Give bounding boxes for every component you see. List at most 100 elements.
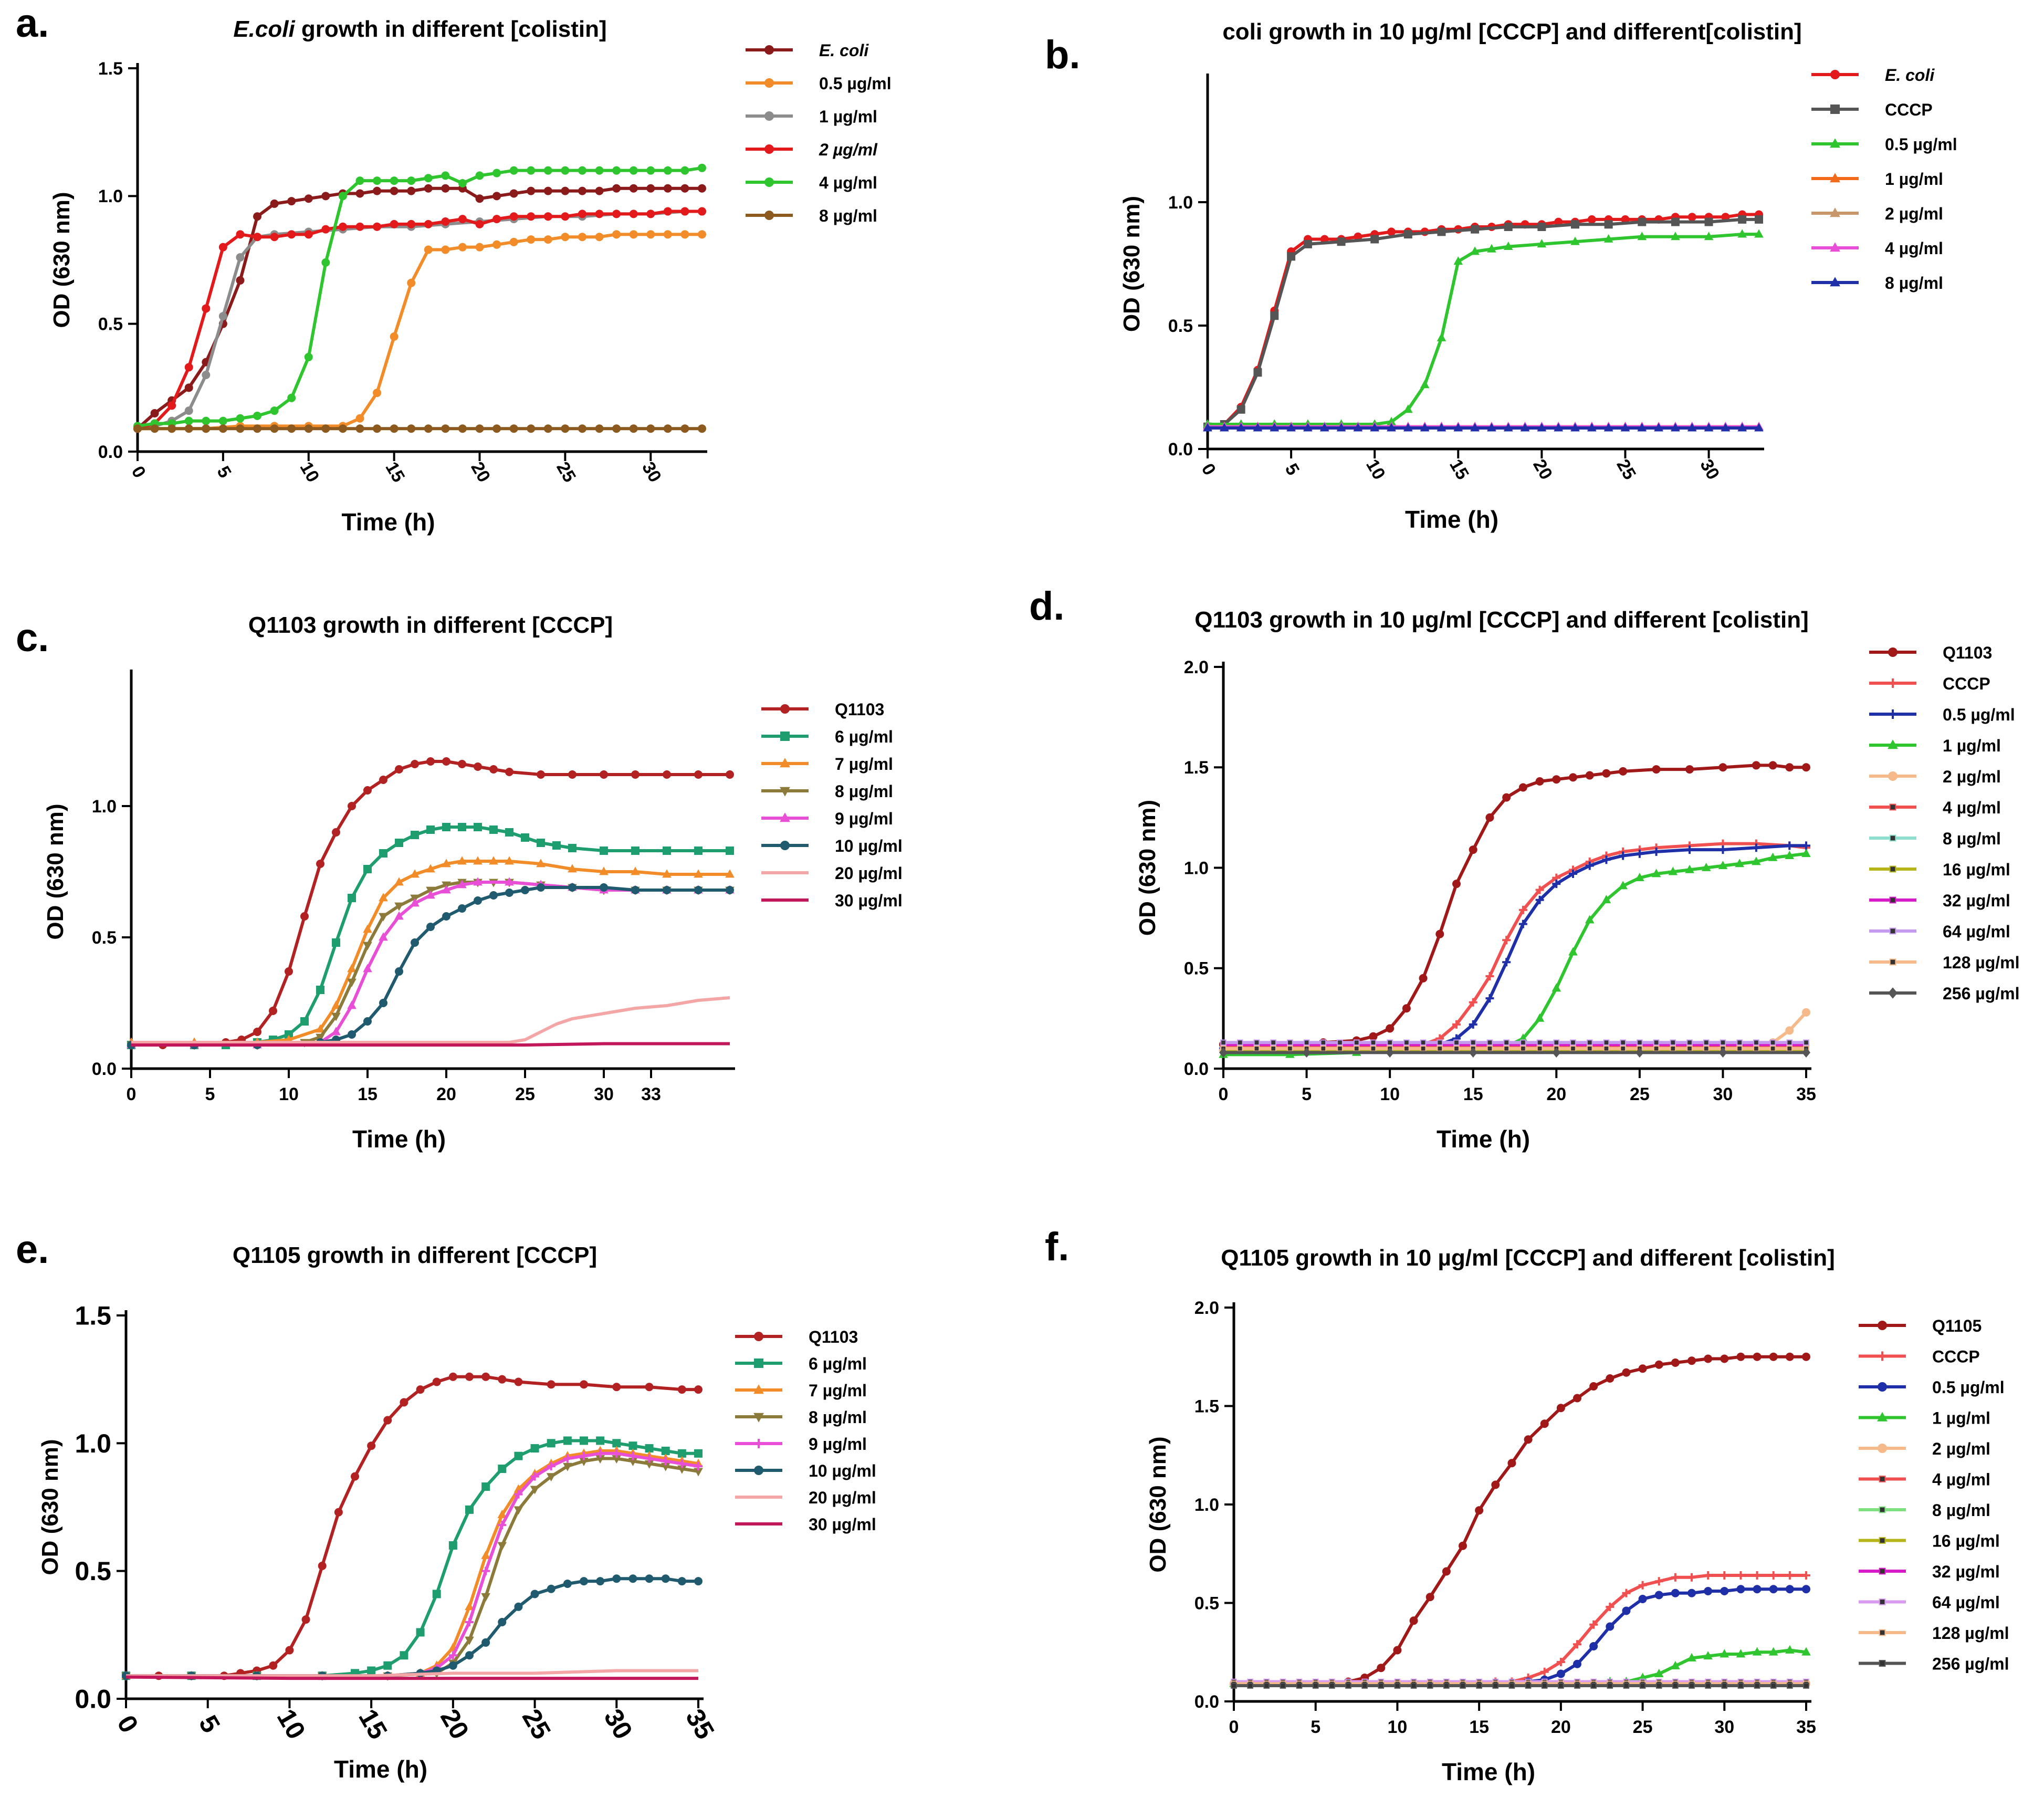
legend-label: 64 µg/ml bbox=[1932, 1593, 2000, 1612]
data-point bbox=[726, 846, 734, 855]
data-point bbox=[316, 860, 324, 868]
data-point bbox=[1420, 1045, 1427, 1052]
data-point bbox=[1502, 793, 1511, 802]
data-point bbox=[1753, 1039, 1759, 1046]
legend-label: 7 µg/ml bbox=[835, 755, 893, 774]
legend-marker bbox=[1830, 207, 1840, 217]
series-line bbox=[136, 186, 702, 430]
data-point bbox=[363, 964, 372, 973]
series-2 bbox=[1219, 841, 1810, 1053]
legend-label: 1 µg/ml bbox=[1932, 1409, 1990, 1428]
data-point bbox=[270, 424, 279, 433]
x-tick-label: 10 bbox=[279, 1084, 299, 1104]
y-tick-label: 0.5 bbox=[92, 928, 117, 948]
data-point bbox=[580, 1380, 588, 1389]
data-point bbox=[218, 243, 227, 252]
data-point bbox=[1403, 230, 1412, 239]
legend-marker bbox=[1889, 865, 1896, 873]
data-point bbox=[379, 913, 388, 922]
x-tick-label: 35 bbox=[1796, 1084, 1816, 1104]
data-point bbox=[1802, 1008, 1810, 1017]
data-point bbox=[596, 1577, 605, 1586]
y-tick-label: 1.0 bbox=[92, 797, 117, 817]
y-axis-label: OD (630 nm) bbox=[49, 192, 75, 328]
legend-label: 2 µg/ml bbox=[1885, 204, 1943, 223]
data-point bbox=[489, 856, 498, 865]
x-tick-label: 15 bbox=[358, 1084, 378, 1104]
data-point bbox=[1704, 1571, 1713, 1580]
data-point bbox=[318, 1561, 327, 1570]
data-point bbox=[390, 220, 399, 228]
data-point bbox=[347, 1000, 357, 1009]
legend-marker bbox=[1888, 678, 1898, 688]
data-point bbox=[1469, 1047, 1477, 1058]
data-point bbox=[561, 186, 570, 195]
data-point bbox=[1573, 1659, 1581, 1668]
data-point bbox=[1687, 1573, 1696, 1582]
data-point bbox=[236, 253, 245, 262]
data-point bbox=[547, 1584, 555, 1593]
legend-marker bbox=[1879, 1660, 1886, 1667]
data-point bbox=[1701, 862, 1711, 871]
series-0 bbox=[1219, 761, 1810, 1049]
data-point bbox=[694, 846, 703, 855]
legend-marker bbox=[1879, 1506, 1886, 1513]
series-4 bbox=[127, 877, 735, 1049]
series-line bbox=[137, 210, 702, 431]
data-point bbox=[269, 1661, 278, 1670]
data-point bbox=[1236, 423, 1246, 432]
data-point bbox=[1786, 1039, 1793, 1046]
series-4 bbox=[133, 163, 706, 431]
data-point bbox=[1520, 1045, 1526, 1052]
data-point bbox=[1785, 1585, 1794, 1594]
data-point bbox=[1769, 1571, 1778, 1580]
data-point bbox=[474, 823, 482, 831]
x-tick-label: 10 bbox=[1362, 456, 1389, 483]
legend-label: 64 µg/ml bbox=[1943, 922, 2010, 941]
legend-label: CCCP bbox=[1932, 1347, 1980, 1366]
y-tick-label: 0.5 bbox=[98, 315, 123, 335]
legend-label: 2 µg/ml bbox=[819, 140, 878, 159]
chart-title-text: coli growth in 10 µg/ml [CCCP] and diffe… bbox=[1222, 19, 1801, 45]
data-point bbox=[563, 1462, 572, 1471]
x-axis-label: Time (h) bbox=[1442, 1758, 1535, 1785]
data-point bbox=[1637, 423, 1647, 432]
x-tick-label: 33 bbox=[641, 1084, 661, 1104]
data-point bbox=[527, 166, 536, 175]
data-point bbox=[612, 230, 621, 239]
data-point bbox=[561, 233, 570, 242]
data-point bbox=[424, 424, 433, 433]
chart-title-text: Q1105 growth in different [CCCP] bbox=[233, 1242, 597, 1268]
data-point bbox=[442, 823, 450, 831]
data-point bbox=[1435, 929, 1444, 938]
data-point bbox=[184, 363, 193, 372]
data-point bbox=[465, 1618, 474, 1626]
data-point bbox=[1353, 1045, 1360, 1052]
y-tick-label: 1.5 bbox=[1184, 758, 1209, 778]
y-tick-label: 0.5 bbox=[1168, 316, 1193, 336]
legend-marker bbox=[754, 1439, 763, 1448]
legend-marker bbox=[780, 787, 790, 797]
data-point bbox=[680, 184, 689, 193]
data-point bbox=[1786, 1045, 1793, 1052]
data-point bbox=[1437, 1045, 1443, 1052]
data-point bbox=[1263, 1682, 1270, 1689]
data-point bbox=[1768, 1647, 1778, 1656]
data-point bbox=[726, 886, 734, 894]
data-point bbox=[1470, 246, 1480, 255]
legend-label: 7 µg/ml bbox=[809, 1381, 867, 1400]
data-point bbox=[458, 179, 467, 187]
y-tick-label: 0.0 bbox=[92, 1059, 117, 1079]
data-point bbox=[661, 1462, 670, 1471]
data-point bbox=[1704, 1587, 1713, 1595]
panel-d: d. Q1103 growth in 10 µg/ml [CCCP] and di… bbox=[1029, 584, 2020, 1153]
data-point bbox=[1377, 1664, 1386, 1673]
data-point bbox=[1671, 217, 1680, 226]
data-point bbox=[1270, 1039, 1276, 1046]
data-point bbox=[1403, 1045, 1410, 1052]
legend-marker bbox=[1889, 896, 1896, 904]
data-point bbox=[481, 1482, 490, 1491]
data-point bbox=[1753, 1571, 1762, 1580]
data-point bbox=[568, 883, 576, 892]
data-point bbox=[1312, 1682, 1319, 1689]
